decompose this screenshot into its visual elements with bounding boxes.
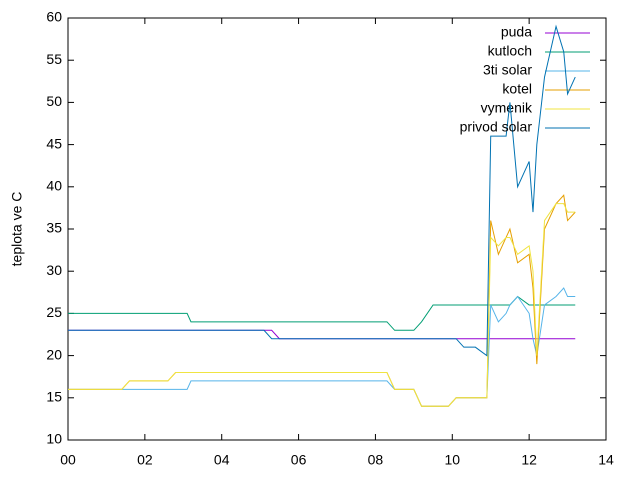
series-line xyxy=(68,194,576,407)
legend-label: vymenik xyxy=(481,100,533,116)
x-tick-label: 14 xyxy=(598,452,614,468)
series-line xyxy=(68,295,576,331)
y-tick-label: 20 xyxy=(46,346,62,362)
y-tick-label: 60 xyxy=(46,9,62,25)
series-line xyxy=(68,203,576,407)
x-tick-label: 08 xyxy=(368,452,384,468)
y-tick-label: 50 xyxy=(46,93,62,109)
x-tick-label: 02 xyxy=(137,452,153,468)
series-line xyxy=(68,287,576,407)
y-tick-label: 45 xyxy=(46,135,62,151)
y-tick-label: 25 xyxy=(46,304,62,320)
series-line xyxy=(68,329,576,340)
y-axis-label: teplota ve C xyxy=(9,192,25,267)
y-tick-label: 30 xyxy=(46,262,62,278)
x-tick-label: 04 xyxy=(214,452,230,468)
y-tick-label: 15 xyxy=(46,389,62,405)
y-tick-label: 10 xyxy=(46,431,62,447)
legend-label: privod solar xyxy=(460,119,533,135)
x-tick-label: 00 xyxy=(60,452,76,468)
y-tick-label: 55 xyxy=(46,51,62,67)
y-tick-label: 40 xyxy=(46,178,62,194)
x-tick-label: 06 xyxy=(291,452,307,468)
y-tick-label: 35 xyxy=(46,220,62,236)
series-line xyxy=(68,24,576,357)
legend-label: kotel xyxy=(502,81,532,97)
legend-label: kutloch xyxy=(488,43,532,59)
x-tick-label: 10 xyxy=(444,452,460,468)
x-tick-label: 12 xyxy=(521,452,537,468)
legend-label: puda xyxy=(501,24,532,40)
legend-label: 3ti solar xyxy=(483,62,532,78)
